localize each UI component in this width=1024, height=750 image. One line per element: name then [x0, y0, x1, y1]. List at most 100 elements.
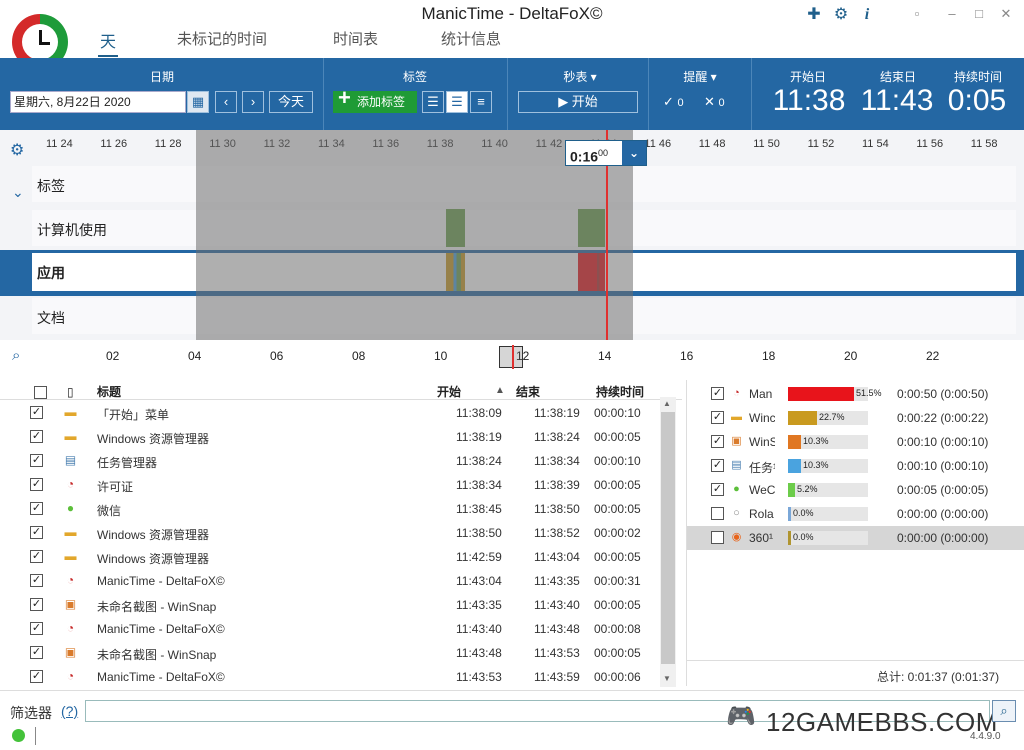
summary-checkbox[interactable]: ✓ — [711, 387, 724, 400]
calendar-icon[interactable]: ▦ — [187, 91, 209, 113]
row-end: 11:43:35 — [534, 574, 580, 588]
timeline-tick-label: 11 58 — [970, 138, 998, 150]
list-item[interactable]: ✓ ▬ Windows 资源管理器 11:38:19 11:38:24 00:00:05 — [26, 425, 656, 449]
close-button[interactable]: ✕ — [1000, 6, 1012, 21]
summary-row[interactable]: ○ Rola 0.0% 0:00:00 (0:00:00) — [687, 502, 1024, 526]
select-all-checkbox[interactable] — [34, 386, 47, 399]
tab-untagged-time[interactable]: 未标记的时间 — [177, 31, 268, 48]
summary-time: 0:00:10 (0:00:10) — [897, 435, 989, 449]
list-item[interactable]: ✓ ◔ 许可证 11:38:34 11:38:39 00:00:05 — [26, 473, 656, 497]
list-header — [0, 380, 682, 400]
scroll-up-icon[interactable]: ▲ — [663, 399, 671, 408]
row-end: 11:43:59 — [534, 670, 580, 684]
row-checkbox[interactable]: ✓ — [30, 598, 43, 611]
summary-checkbox[interactable]: ✓ — [711, 411, 724, 424]
row-start: 11:42:59 — [456, 550, 502, 564]
prev-day-button[interactable]: ‹ — [215, 91, 237, 113]
list-item[interactable]: ✓ ● 微信 11:38:45 11:38:50 00:00:05 — [26, 497, 656, 521]
list-item[interactable]: ✓ ▣ 未命名截图 - WinSnap 11:43:35 11:43:40 00:00:0… — [26, 593, 656, 617]
filter-label: 筛选器 — [10, 705, 52, 721]
summary-checkbox[interactable]: ✓ — [711, 459, 724, 472]
date-field[interactable]: 星期六, 8月22日 2020 — [10, 91, 186, 113]
watermark-text: 12GAMEBBS.COM — [766, 707, 998, 737]
row-checkbox[interactable]: ✓ — [30, 550, 43, 563]
next-day-button[interactable]: › — [242, 91, 264, 113]
detail-view-icon[interactable]: ☰ — [446, 91, 468, 113]
overview-hour-label: 22 — [926, 349, 940, 363]
list-item[interactable]: ✓ ◔ ManicTime - DeltaFoX© 11:43:40 11:43:48 0… — [26, 617, 656, 641]
stopwatch-start-button[interactable]: ▶ 开始 — [518, 91, 638, 113]
selection-overlay[interactable] — [196, 130, 633, 340]
row-start: 11:43:48 — [456, 646, 502, 660]
summary-checkbox[interactable]: ✓ — [711, 435, 724, 448]
stopwatch-header[interactable]: 秒表 ▾ — [563, 70, 597, 84]
list-view-icon[interactable]: ☰ — [422, 91, 444, 113]
tab-day[interactable]: 天 — [97, 28, 119, 57]
list-item[interactable]: ✓ ▤ 任务管理器 11:38:24 11:38:34 00:00:10 — [26, 449, 656, 473]
row-checkbox[interactable]: ✓ — [30, 622, 43, 635]
summary-row[interactable]: ✓ ● WeC 5.2% 0:00:05 (0:00:05) — [687, 478, 1024, 502]
overview-selection-handle[interactable] — [499, 346, 523, 368]
column-title[interactable]: 标题 — [97, 385, 122, 399]
row-checkbox[interactable]: ✓ — [30, 526, 43, 539]
gear-icon[interactable]: ⚙ — [833, 6, 849, 23]
info-icon[interactable]: i — [864, 6, 870, 23]
list-item[interactable]: ✓ ▬ Windows 资源管理器 11:42:59 11:43:04 00:00:05 — [26, 545, 656, 569]
row-end: 11:38:39 — [534, 478, 580, 492]
maximize-button[interactable]: □ — [975, 6, 983, 21]
restore-icon[interactable]: ▫ — [914, 6, 920, 21]
list-item[interactable]: ✓ ▬ Windows 资源管理器 11:38:50 11:38:52 00:00:02 — [26, 521, 656, 545]
list-item[interactable]: ✓ ▣ 未命名截图 - WinSnap 11:43:48 11:43:53 00:00:0… — [26, 641, 656, 665]
filter-input[interactable] — [85, 700, 990, 722]
chevron-down-icon[interactable]: ⌄ — [622, 141, 646, 165]
row-checkbox[interactable]: ✓ — [30, 670, 43, 683]
tab-timesheet[interactable]: 时间表 — [333, 31, 379, 48]
selection-duration-popup[interactable]: 0:1600 ⌄ — [565, 140, 647, 166]
today-button[interactable]: 今天 — [269, 91, 313, 113]
column-end[interactable]: 结束 — [516, 385, 541, 399]
list-scrollbar-thumb[interactable] — [661, 412, 675, 664]
add-tag-button[interactable]: 添加标签 — [333, 87, 417, 113]
scroll-down-icon[interactable]: ▼ — [663, 674, 671, 683]
tab-statistics[interactable]: 统计信息 — [441, 31, 502, 48]
row-checkbox[interactable]: ✓ — [30, 574, 43, 587]
plugin-icon[interactable]: ✚ — [807, 6, 821, 23]
search-icon[interactable]: ⌕ — [992, 700, 1016, 722]
summary-time: 0:00:00 (0:00:00) — [897, 507, 989, 521]
row-checkbox[interactable]: ✓ — [30, 646, 43, 659]
timeline-settings-gear-icon[interactable]: ⚙ — [10, 142, 25, 159]
row-checkbox[interactable]: ✓ — [30, 502, 43, 515]
summary-checkbox[interactable] — [711, 507, 724, 520]
zoom-search-icon[interactable]: ⌕ — [12, 347, 21, 364]
summary-row[interactable]: ✓ ◔ Man 51.5% 0:00:50 (0:00:50) — [687, 382, 1024, 406]
summary-checkbox[interactable]: ✓ — [711, 483, 724, 496]
row-checkbox[interactable]: ✓ — [30, 454, 43, 467]
chevron-down-icon[interactable]: ⌄ — [12, 184, 24, 200]
reminders-done[interactable]: ✓ 0 — [663, 94, 684, 109]
summary-row[interactable]: ✓ ▬ Winc 22.7% 0:00:22 (0:00:22) — [687, 406, 1024, 430]
timeline-tick-label: 11 24 — [46, 138, 73, 150]
reminders-dismissed[interactable]: ✕ 0 — [704, 94, 725, 109]
summary-total: 总计: 0:01:37 (0:01:37) — [877, 670, 1000, 684]
day-overview-bar[interactable]: ⌕ 02 04 06 08 10 12 14 16 18 20 22 — [8, 345, 1016, 369]
minimize-button[interactable]: – — [948, 6, 956, 21]
manictime-icon: ◔ — [66, 573, 75, 587]
row-checkbox[interactable]: ✓ — [30, 430, 43, 443]
compact-view-icon[interactable]: ≡ — [470, 91, 492, 113]
column-start[interactable]: 开始 — [437, 385, 462, 399]
row-checkbox[interactable]: ✓ — [30, 406, 43, 419]
summary-row[interactable]: ◉ 360¹ 0.0% 0:00:00 (0:00:00) — [687, 526, 1024, 550]
toolbar-divider — [507, 58, 508, 130]
summary-row[interactable]: ✓ ▣ WinS 10.3% 0:00:10 (0:00:10) — [687, 430, 1024, 454]
summary-checkbox[interactable] — [711, 531, 724, 544]
summary-row[interactable]: ✓ ▤ 任务¹ 10.3% 0:00:10 (0:00:10) — [687, 454, 1024, 478]
filter-help-link[interactable]: (?) — [61, 703, 79, 719]
list-item[interactable]: ✓ ◔ ManicTime - DeltaFoX© 11:43:53 11:43:59 0… — [26, 665, 656, 689]
list-item[interactable]: ✓ ▬ 「开始」菜单 11:38:09 11:38:19 00:00:10 — [26, 401, 656, 425]
column-duration[interactable]: 持续时间 — [596, 385, 645, 399]
row-checkbox[interactable]: ✓ — [30, 478, 43, 491]
row-duration: 00:00:05 — [594, 550, 641, 564]
reminders-header[interactable]: 提醒 ▾ — [683, 70, 717, 84]
list-item[interactable]: ✓ ◔ ManicTime - DeltaFoX© 11:43:04 11:43:35 0… — [26, 569, 656, 593]
